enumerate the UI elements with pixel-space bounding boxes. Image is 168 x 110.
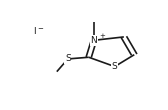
Text: S: S — [65, 54, 71, 63]
Text: −: − — [37, 26, 43, 32]
Text: +: + — [99, 33, 105, 39]
Text: S: S — [112, 62, 118, 71]
Text: N: N — [91, 36, 97, 45]
Text: I: I — [33, 27, 35, 36]
